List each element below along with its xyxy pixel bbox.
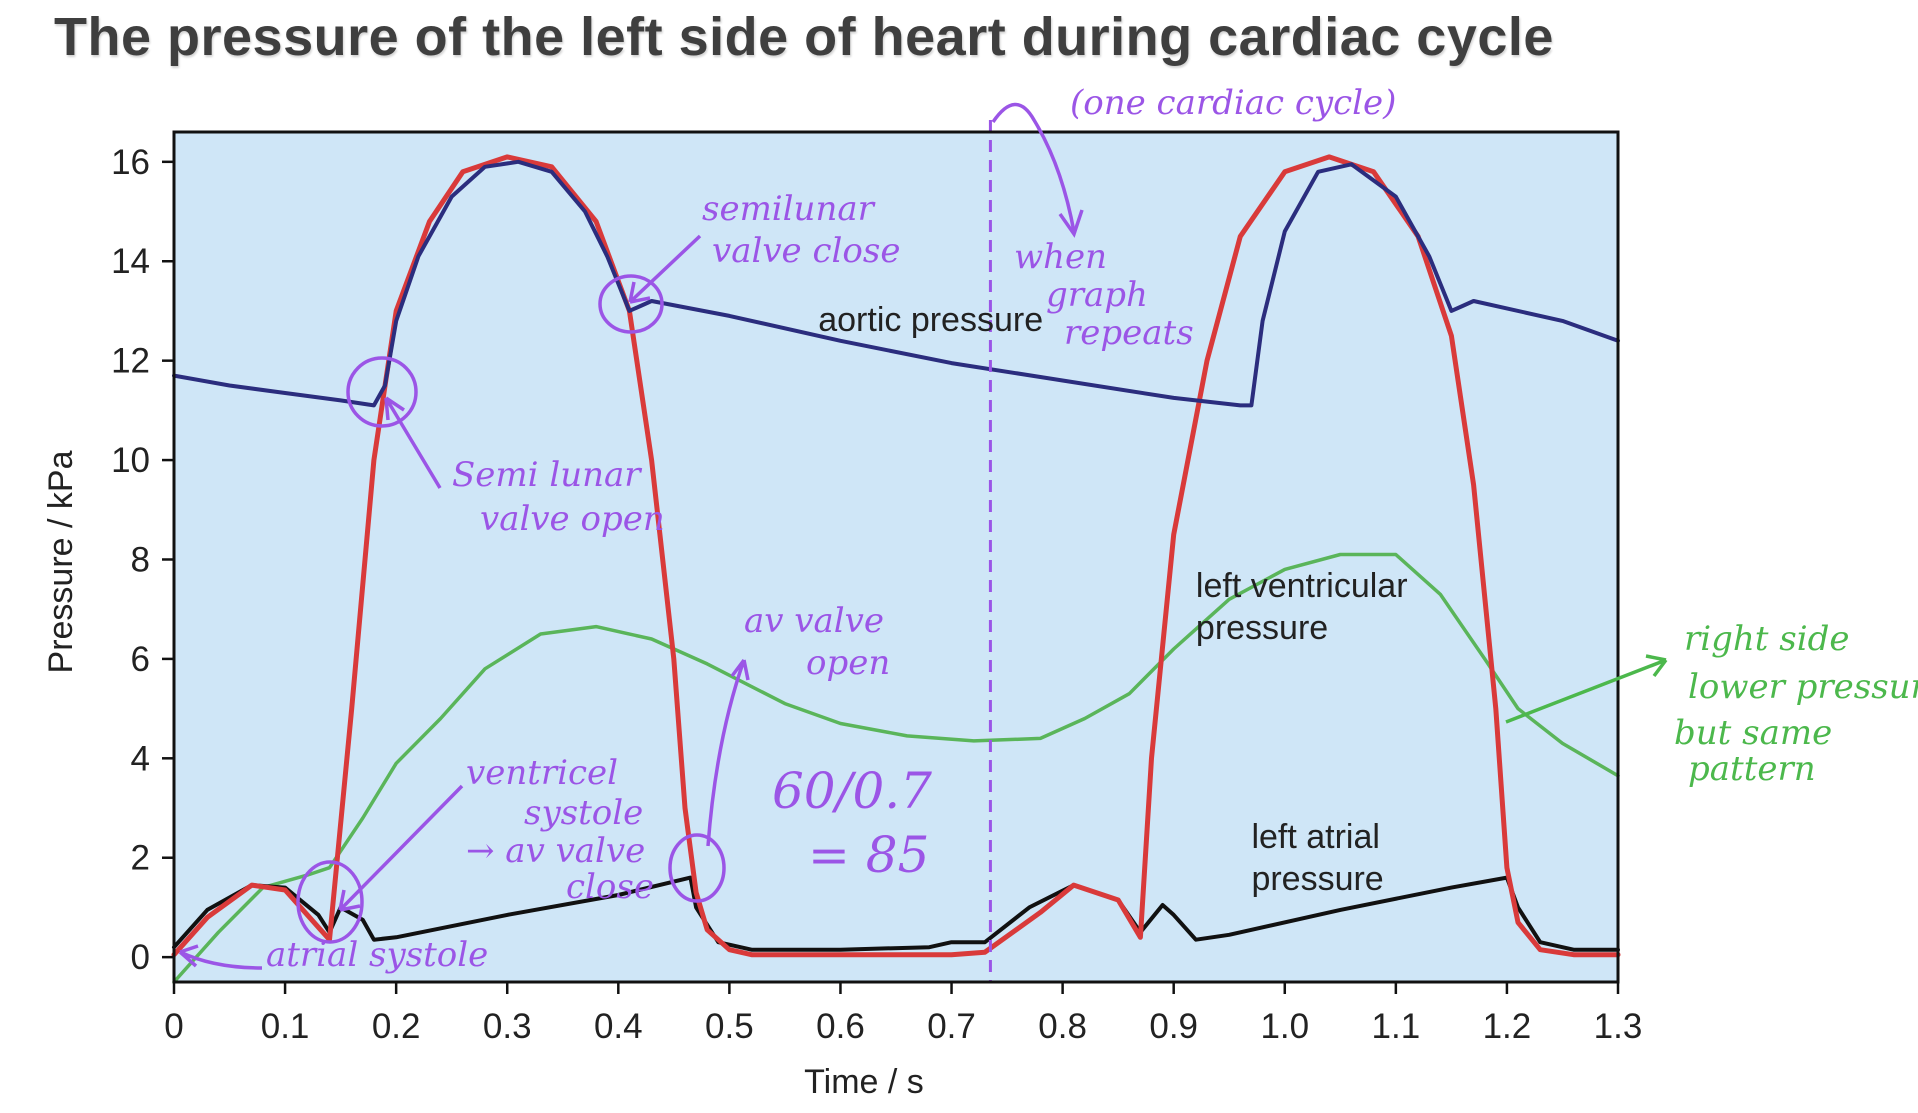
x-tick-label: 0.5 — [705, 1007, 754, 1046]
x-tick-label: 1.3 — [1594, 1007, 1643, 1046]
y-tick-label: 10 — [111, 441, 150, 480]
y-tick-label: 2 — [131, 839, 150, 878]
x-tick-label: 1.0 — [1260, 1007, 1309, 1046]
annotation-ventricle-systole: ventricel systole → av valve close — [466, 753, 656, 907]
x-tick-label: 0.4 — [594, 1007, 643, 1046]
annotation-heart-rate-calc: 60/0.7 = 85 — [772, 762, 948, 884]
left-atrial-pressure-label-line: pressure — [1251, 860, 1383, 898]
x-tick-label: 0.6 — [816, 1007, 865, 1046]
left-atrial-pressure-label-line: left atrial — [1251, 818, 1380, 856]
cycle-arrow-head — [1058, 209, 1084, 238]
left-atrial-pressure-line — [172, 875, 1620, 952]
axes-layer: 0 2 4 6 8 10 12 14 16 0 0.1 0.2 0.3 0.4 0.5 0.6 0.7 0.8 0.… — [111, 130, 1643, 1046]
left-ventricular-pressure-label-line: pressure — [1196, 609, 1328, 647]
right-side-pressure-line — [172, 552, 1620, 984]
annotation-right-side: right side lower pressure but same patte… — [1674, 619, 1918, 789]
annotation-when-graph-repeats: when graph repeats — [1014, 237, 1194, 353]
page-title: The pressure of the left side of heart d… — [54, 7, 1554, 67]
y-tick-label: 0 — [131, 938, 150, 977]
av-open-arrow — [706, 658, 750, 847]
x-tick-label: 1.2 — [1483, 1007, 1532, 1046]
y-tick-label: 12 — [111, 342, 150, 381]
semilunar-close-circle — [598, 274, 664, 334]
semilunar-close-arrow — [628, 234, 702, 304]
y-tick-label: 4 — [131, 739, 150, 778]
y-axis-label: Pressure / kPa — [42, 450, 80, 673]
plot-area — [174, 132, 1618, 982]
x-tick-label: 0.7 — [927, 1007, 976, 1046]
av-close-circle-left — [296, 860, 364, 944]
y-tick-label: 8 — [131, 540, 150, 579]
ventricle-systole-arrow — [338, 784, 464, 912]
x-tick-label: 0.3 — [483, 1007, 532, 1046]
x-tick-label: 0.8 — [1038, 1007, 1087, 1046]
right-side-arrow — [1505, 654, 1668, 724]
x-tick-label: 1.1 — [1372, 1007, 1421, 1046]
aortic-pressure-label-line: aortic pressure — [818, 301, 1043, 339]
left-ventricular-pressure-line — [171, 154, 1621, 958]
series-layer — [171, 120, 1621, 984]
cycle-arrow — [991, 102, 1076, 233]
annotation-av-valve-open: av valve open — [744, 601, 895, 683]
atrial-systole-arrow — [178, 944, 263, 970]
x-tick-label: 0 — [164, 1007, 183, 1046]
annotation-layer: (one cardiac cycle) semilunar valve clos… — [178, 83, 1918, 975]
annotation-semilunar-open: Semi lunar valve open — [452, 455, 665, 539]
plot-frame — [172, 130, 1620, 984]
y-tick-label: 6 — [131, 640, 150, 679]
x-tick-label: 0.9 — [1149, 1007, 1198, 1046]
y-tick-label: 16 — [111, 143, 150, 182]
annotation-one-cardiac-cycle: (one cardiac cycle) — [1070, 83, 1396, 123]
annotation-semilunar-close: semilunar valve close — [702, 189, 900, 271]
x-axis-label: Time / s — [804, 1063, 924, 1101]
left-atrial-pressure-label: left atrial pressure — [1251, 818, 1383, 898]
aortic-pressure-line — [172, 159, 1620, 408]
aortic-pressure-label: aortic pressure — [818, 301, 1043, 339]
semilunar-open-arrow — [384, 396, 442, 489]
left-ventricular-pressure-label-line: left ventricular — [1196, 567, 1408, 605]
x-tick-label: 0.1 — [261, 1007, 310, 1046]
av-close-circle-right — [668, 833, 726, 903]
y-tick-label: 14 — [111, 242, 150, 281]
x-tick-label: 0.2 — [372, 1007, 421, 1046]
left-ventricular-pressure-label: left ventricular pressure — [1196, 567, 1408, 647]
annotation-atrial-systole: atrial systole — [266, 935, 488, 975]
semilunar-open-circle — [346, 356, 418, 428]
